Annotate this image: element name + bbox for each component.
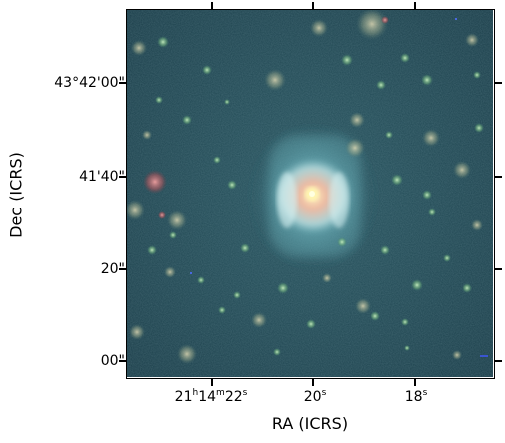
y-tick-label: 00" — [100, 353, 125, 369]
x-tick-label: 18s — [404, 388, 428, 406]
y-tick-label: 41'40" — [79, 169, 125, 185]
y-axis-label: Dec (ICRS) — [6, 152, 26, 238]
y-tick-label: 43°42'00" — [54, 75, 125, 91]
x-axis-label: RA (ICRS) — [271, 414, 349, 433]
star-field — [127, 10, 488, 364]
y-tick-label: 20" — [100, 261, 125, 277]
x-tick-label: 21h14m22s — [174, 388, 248, 406]
x-tick-label: 20s — [303, 388, 327, 406]
planetary-nebula — [251, 127, 375, 267]
sky-image-panel — [126, 9, 495, 379]
nebula-image — [127, 10, 493, 377]
